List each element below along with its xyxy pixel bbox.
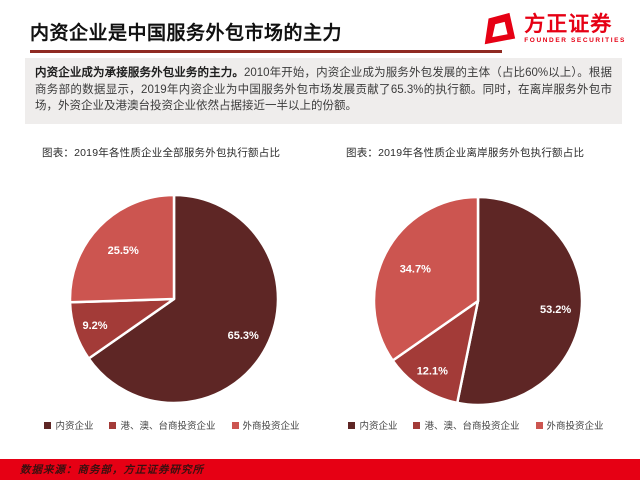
brand-subtitle: FOUNDER SECURITIES [524, 36, 626, 44]
pie-slice-label: 53.2% [540, 304, 571, 316]
chart-title: 图表：2019年各性质企业全部服务外包执行额占比 [42, 147, 281, 159]
legend-swatch [44, 421, 52, 429]
pie-wrap: 53.2% 12.1% 34.7% [326, 164, 626, 416]
pie-chart-total: 65.3% 9.2% 25.5% [68, 193, 280, 405]
legend-item: 内资企业 [348, 418, 397, 432]
legend-label: 港、澳、台商投资企业 [120, 421, 216, 432]
legend-label: 港、澳、台商投资企业 [424, 421, 520, 432]
brand-text: 方正证券 FOUNDER SECURITIES [524, 14, 626, 45]
legend-item: 外商投资企业 [231, 418, 300, 432]
legend-swatch [413, 421, 421, 429]
chart-card-total-outsourcing: 图表：2019年各性质企业全部服务外包执行额占比 65.3% 9.2% 25.5% … [22, 145, 322, 432]
pie-slice [372, 195, 480, 362]
legend-label: 内资企业 [359, 421, 398, 432]
legend-item: 外商投资企业 [535, 418, 604, 432]
legend-label: 内资企业 [55, 421, 94, 432]
pie-slice [391, 299, 480, 405]
footer-bar [0, 459, 640, 480]
pie-slice-label: 65.3% [228, 330, 259, 342]
footer-source-text: 数据来源：商务部，方正证券研究所 [20, 464, 204, 476]
pie-slice [455, 195, 584, 407]
summary-body: 2010年开始，内资企业成为服务外包发展的主体（占比60%以上）。根据商务部的数… [35, 67, 612, 113]
pie-chart-offshore: 53.2% 12.1% 34.7% [372, 195, 584, 407]
brand-name: 方正证券 [524, 12, 613, 36]
pie-slice [87, 193, 280, 405]
legend-label: 外商投资企业 [546, 421, 604, 432]
pie-slice-label: 25.5% [108, 245, 139, 257]
brand-logo: 方正证券 FOUNDER SECURITIES [480, 10, 626, 48]
pie-slice-label: 34.7% [400, 263, 431, 275]
legend-swatch [535, 421, 543, 429]
title-underline [30, 50, 502, 53]
pie-wrap: 65.3% 9.2% 25.5% [22, 164, 322, 416]
pie-legend: 内资企业 港、澳、台商投资企业 外商投资企业 [326, 418, 626, 432]
legend-item: 内资企业 [44, 418, 93, 432]
legend-swatch [231, 421, 239, 429]
chart-title: 图表：2019年各性质企业离岸服务外包执行额占比 [346, 147, 585, 159]
legend-item: 港、澳、台商投资企业 [109, 418, 216, 432]
founder-securities-logo-icon [484, 12, 516, 45]
pie-legend: 内资企业 港、澳、台商投资企业 外商投资企业 [22, 418, 322, 432]
legend-item: 港、澳、台商投资企业 [413, 418, 520, 432]
pie-slice [68, 193, 176, 304]
chart-card-offshore-outsourcing: 图表：2019年各性质企业离岸服务外包执行额占比 53.2% 12.1% 34.7%… [326, 145, 626, 432]
pie-slice-label: 12.1% [417, 366, 448, 378]
legend-swatch [348, 421, 356, 429]
summary-lead: 内资企业成为承接服务外包业务的主力。 [35, 67, 244, 79]
page-title: 内资企业是中国服务外包市场的主力 [30, 23, 343, 44]
legend-label: 外商投资企业 [242, 421, 300, 432]
pie-slice-label: 9.2% [82, 320, 107, 332]
summary-panel: 内资企业成为承接服务外包业务的主力。2010年开始，内资企业成为服务外包发展的主… [25, 58, 622, 125]
legend-swatch [109, 421, 117, 429]
